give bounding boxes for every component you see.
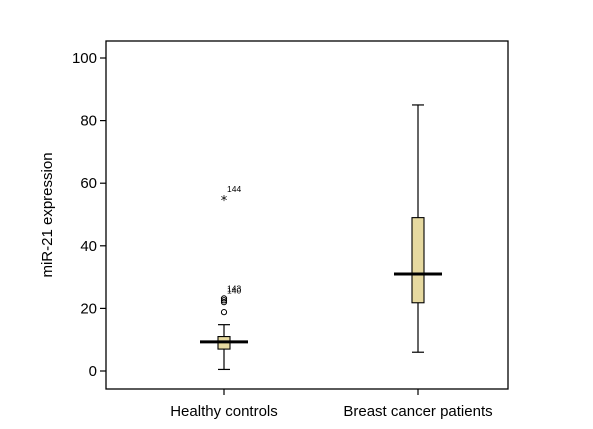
plot-frame xyxy=(105,40,509,390)
y-tick-label: 40 xyxy=(80,238,97,255)
outlier-star: * xyxy=(221,194,228,209)
outlier-label: 143 xyxy=(227,283,241,293)
y-axis-title: miR-21 expression xyxy=(39,152,56,277)
outlier-circle xyxy=(220,309,228,316)
y-tick-label: 20 xyxy=(80,300,97,317)
y-axis: 0 20 40 60 80 100 xyxy=(72,50,106,380)
iqr-box xyxy=(411,217,425,304)
y-tick-label: 0 xyxy=(89,363,97,380)
outlier-label: 144 xyxy=(227,184,241,194)
x-axis: Healthy controls Breast cancer patients xyxy=(170,389,493,420)
outlier-circle xyxy=(220,297,228,304)
outlier-circle xyxy=(220,299,228,306)
y-tick-label: 100 xyxy=(72,50,97,67)
box-group xyxy=(394,104,442,353)
y-tick-label: 80 xyxy=(80,113,97,130)
y-tick-label: 60 xyxy=(80,175,97,192)
x-category-label: Healthy controls xyxy=(170,403,278,420)
outlier-circle xyxy=(220,295,228,302)
x-category-label: Breast cancer patients xyxy=(343,403,492,420)
outlier-label: 140 xyxy=(227,285,241,295)
